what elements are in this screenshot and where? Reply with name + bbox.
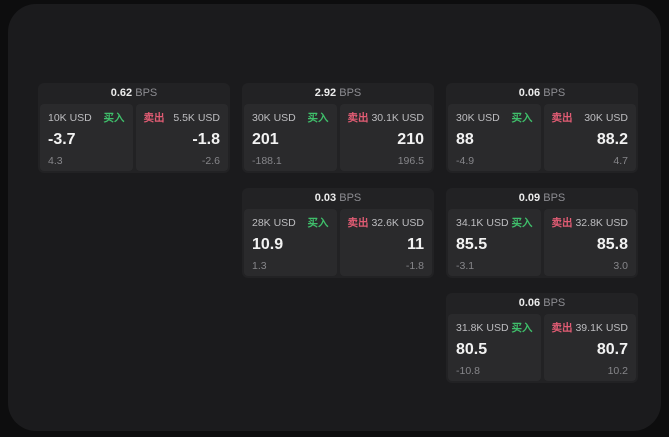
- sell-main-value: -1.8: [192, 131, 220, 149]
- card-header: 0.62 BPS: [40, 83, 228, 104]
- buy-sub-value: 4.3: [48, 154, 63, 167]
- buy-side-label: 买入: [511, 112, 533, 124]
- sell-panel[interactable]: 卖出 32.6K USD 11 -1.8: [339, 209, 432, 276]
- buy-notional-label: 34.1K USD: [456, 216, 509, 229]
- card-header: 0.09 BPS: [448, 188, 636, 209]
- bps-value: 0.62: [110, 87, 133, 99]
- sell-notional-label: 30.1K USD: [371, 111, 424, 124]
- buy-sub-value: -188.1: [252, 154, 282, 167]
- sell-panel[interactable]: 卖出 5.5K USD -1.8 -2.6: [135, 104, 228, 171]
- sell-panel[interactable]: 卖出 30.1K USD 210 196.5: [339, 104, 432, 171]
- sell-notional-label: 32.8K USD: [575, 216, 628, 229]
- buy-panel[interactable]: 34.1K USD 买入 85.5 -3.1: [448, 209, 541, 276]
- sell-main-value: 11: [407, 236, 424, 254]
- sell-panel[interactable]: 卖出 30K USD 88.2 4.7: [543, 104, 636, 171]
- buy-main-value: 88: [456, 131, 474, 149]
- buy-main-value: 10.9: [252, 236, 284, 254]
- buy-panel[interactable]: 31.8K USD 买入 80.5 -10.8: [448, 314, 541, 381]
- bps-value: 0.03: [314, 192, 337, 204]
- sell-sub-value: 196.5: [397, 154, 424, 167]
- sell-sub-value: 3.0: [613, 259, 628, 272]
- buy-notional-label: 30K USD: [252, 111, 296, 124]
- quote-card[interactable]: 0.06 BPS 31.8K USD 买入 80.5 -10.8 卖出 39.1…: [446, 293, 638, 383]
- buy-sub-value: -4.9: [456, 154, 475, 167]
- sell-sub-value: -2.6: [201, 154, 220, 167]
- buy-sub-value: 1.3: [252, 259, 267, 272]
- buy-panel[interactable]: 28K USD 买入 10.9 1.3: [244, 209, 337, 276]
- bps-unit-label: BPS: [339, 192, 362, 204]
- bps-unit-label: BPS: [543, 87, 566, 99]
- bps-value: 0.06: [518, 297, 541, 309]
- sell-side-label: 卖出: [347, 112, 369, 124]
- buy-main-value: 201: [252, 131, 279, 149]
- sell-notional-label: 32.6K USD: [371, 216, 424, 229]
- bps-value: 0.09: [518, 192, 541, 204]
- bps-unit-label: BPS: [543, 192, 566, 204]
- buy-side-label: 买入: [307, 217, 329, 229]
- sell-main-value: 80.7: [596, 341, 628, 359]
- buy-notional-label: 31.8K USD: [456, 321, 509, 334]
- buy-main-value: -3.7: [48, 131, 76, 149]
- sell-sub-value: 10.2: [607, 364, 628, 377]
- sell-side-label: 卖出: [143, 112, 165, 124]
- buy-sub-value: -3.1: [456, 259, 475, 272]
- buy-panel[interactable]: 30K USD 买入 88 -4.9: [448, 104, 541, 171]
- buy-notional-label: 30K USD: [456, 111, 500, 124]
- buy-panel[interactable]: 30K USD 买入 201 -188.1: [244, 104, 337, 171]
- sell-main-value: 88.2: [596, 131, 628, 149]
- sell-panel[interactable]: 卖出 32.8K USD 85.8 3.0: [543, 209, 636, 276]
- quote-card[interactable]: 0.06 BPS 30K USD 买入 88 -4.9 卖出 30K USD 8…: [446, 83, 638, 173]
- quote-card[interactable]: 0.03 BPS 28K USD 买入 10.9 1.3 卖出 32.6K US…: [242, 188, 434, 278]
- card-header: 2.92 BPS: [244, 83, 432, 104]
- buy-main-value: 80.5: [456, 341, 488, 359]
- bps-unit-label: BPS: [543, 297, 566, 309]
- quote-card[interactable]: 0.62 BPS 10K USD 买入 -3.7 4.3 卖出 5.5K USD…: [38, 83, 230, 173]
- sell-main-value: 210: [397, 131, 424, 149]
- bps-unit-label: BPS: [339, 87, 362, 99]
- sell-main-value: 85.8: [596, 236, 628, 254]
- bps-value: 2.92: [314, 87, 337, 99]
- buy-side-label: 买入: [103, 112, 125, 124]
- sell-panel[interactable]: 卖出 39.1K USD 80.7 10.2: [543, 314, 636, 381]
- sell-notional-label: 5.5K USD: [173, 111, 220, 124]
- buy-panel[interactable]: 10K USD 买入 -3.7 4.3: [40, 104, 133, 171]
- buy-notional-label: 10K USD: [48, 111, 92, 124]
- bps-value: 0.06: [518, 87, 541, 99]
- buy-sub-value: -10.8: [456, 364, 480, 377]
- card-header: 0.03 BPS: [244, 188, 432, 209]
- buy-side-label: 买入: [511, 217, 533, 229]
- card-header: 0.06 BPS: [448, 83, 636, 104]
- sell-side-label: 卖出: [347, 217, 369, 229]
- quote-card[interactable]: 2.92 BPS 30K USD 买入 201 -188.1 卖出 30.1K …: [242, 83, 434, 173]
- buy-side-label: 买入: [307, 112, 329, 124]
- sell-notional-label: 30K USD: [584, 111, 628, 124]
- sell-sub-value: 4.7: [613, 154, 628, 167]
- quote-card[interactable]: 0.09 BPS 34.1K USD 买入 85.5 -3.1 卖出 32.8K…: [446, 188, 638, 278]
- buy-notional-label: 28K USD: [252, 216, 296, 229]
- sell-notional-label: 39.1K USD: [575, 321, 628, 334]
- buy-main-value: 85.5: [456, 236, 488, 254]
- sell-side-label: 卖出: [551, 322, 573, 334]
- cards-grid: 0.62 BPS 10K USD 买入 -3.7 4.3 卖出 5.5K USD…: [38, 83, 638, 383]
- sell-side-label: 卖出: [551, 112, 573, 124]
- card-header: 0.06 BPS: [448, 293, 636, 314]
- sell-side-label: 卖出: [551, 217, 573, 229]
- buy-side-label: 买入: [511, 322, 533, 334]
- bps-unit-label: BPS: [135, 87, 158, 99]
- app-window: 0.62 BPS 10K USD 买入 -3.7 4.3 卖出 5.5K USD…: [8, 4, 661, 431]
- sell-sub-value: -1.8: [405, 259, 424, 272]
